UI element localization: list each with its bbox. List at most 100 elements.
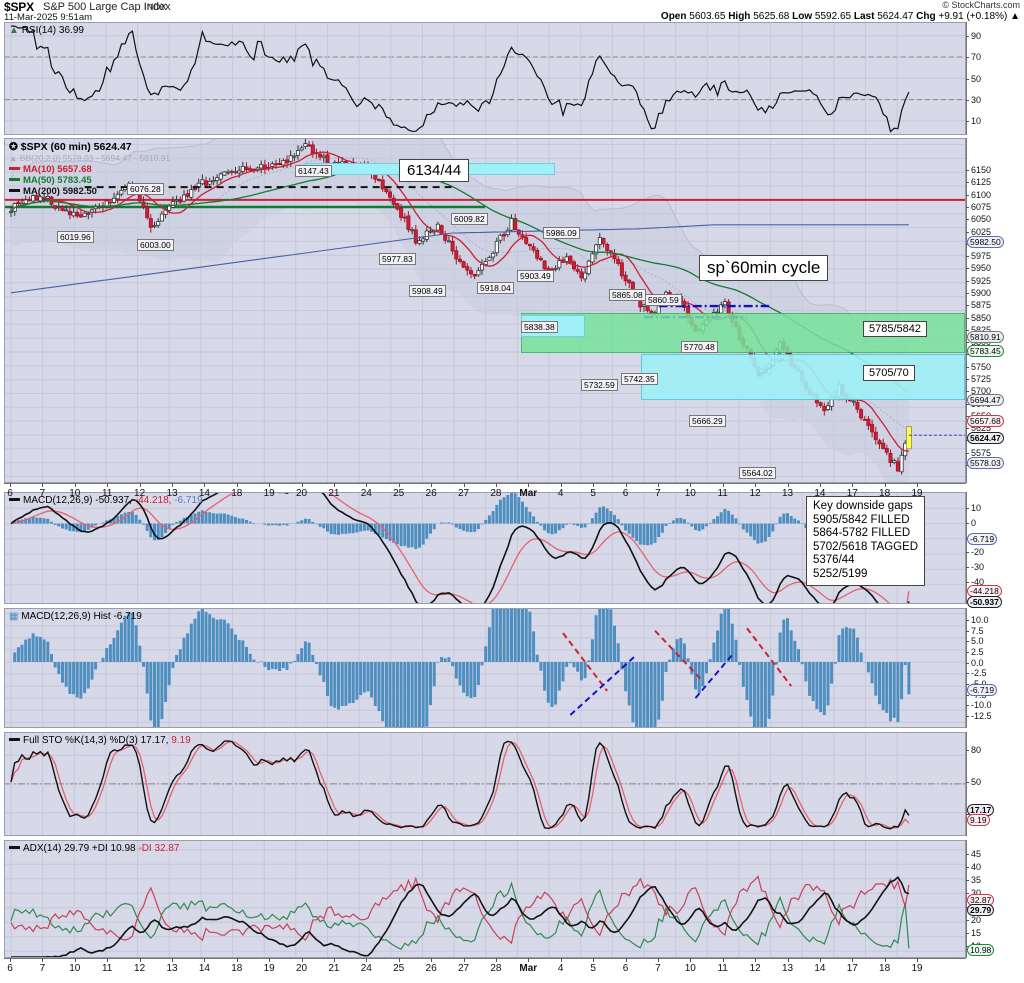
x-axis-tick-label: 19 bbox=[263, 488, 275, 499]
x-axis-top: 6 7 10 11 12 13 14 18 19 20 21 24 25 26 27 28 Mar 4 5 6 7 10 1… bbox=[4, 483, 966, 499]
x-axis-tick-label: 14 bbox=[814, 488, 826, 499]
axis-tick-label: 70 bbox=[971, 52, 982, 63]
x-axis-tick-label: 12 bbox=[134, 488, 146, 499]
axis-value-pill: 29.79 bbox=[967, 904, 995, 916]
axis-tick-label: 5.0 bbox=[971, 636, 984, 647]
gaps-line: 5376/44 bbox=[813, 554, 855, 566]
price-datalabel: 5918.04 bbox=[477, 282, 514, 294]
histogram-icon: ▦ bbox=[9, 611, 19, 622]
price-datalabel: 5666.29 bbox=[689, 415, 726, 427]
x-axis-tick-label: 10 bbox=[69, 963, 81, 974]
axis-tick-label: 5975 bbox=[971, 251, 992, 261]
axis-tick-label: 0 bbox=[971, 517, 977, 528]
price-datalabel: 6019.96 bbox=[57, 231, 94, 243]
x-axis-tick-label: 11 bbox=[717, 488, 728, 499]
price-datalabel: 5903.49 bbox=[517, 270, 554, 282]
x-axis-tick-label: 7 bbox=[39, 963, 46, 974]
x-axis-tick-label: 5 bbox=[590, 963, 596, 974]
price-legend-ma50: MA(50) 5783.45 bbox=[9, 175, 92, 186]
high-value: 5625.68 bbox=[753, 11, 790, 22]
price-legend-ma10-text: MA(10) 5657.68 bbox=[23, 164, 92, 175]
price-legend-ma200-text: MA(200) 5982.50 bbox=[23, 186, 97, 197]
macd-legend-signal: -44.218, bbox=[134, 495, 172, 506]
ma10-swatch-icon bbox=[9, 166, 20, 170]
price-datalabel: 5742.35 bbox=[621, 373, 658, 385]
rsi-panel: ▲ RSI(14) 36.99 bbox=[4, 22, 966, 135]
macd-hist-legend: ▦ MACD(12,26,9) Hist -6.719 bbox=[9, 611, 142, 622]
axis-tick-label: 50 bbox=[971, 777, 982, 787]
axis-tick-label: 5750 bbox=[971, 361, 992, 372]
x-axis-tick-label: 24 bbox=[360, 963, 372, 974]
macd-swatch-icon bbox=[9, 497, 20, 501]
x-axis-tick-label: 28 bbox=[490, 963, 502, 974]
axis-tick-label: 20 bbox=[971, 914, 982, 925]
chg-value: +9.91 (+0.18%) ▲ bbox=[938, 11, 1020, 22]
x-axis-tick-label: 6 bbox=[7, 488, 13, 499]
x-axis-tick-label: 10 bbox=[684, 488, 696, 499]
rsi-plot bbox=[5, 23, 965, 134]
axis-value-pill: 5810.91 bbox=[967, 331, 1004, 343]
axis-tick-label: 10 bbox=[971, 116, 982, 126]
axis-tick-label: 7.5 bbox=[971, 625, 984, 636]
stoch-legend-main: Full STO %K(14,3) %D(3) 17.17, bbox=[23, 735, 169, 746]
x-axis-tick-label: 10 bbox=[69, 488, 81, 499]
gaps-line: 5905/5842 FILLED bbox=[813, 513, 910, 526]
stoch-legend-d: 9.19 bbox=[171, 735, 191, 746]
axis-value-pill: 5694.47 bbox=[967, 394, 1004, 406]
price-datalabel: 5865.08 bbox=[609, 289, 646, 301]
axis-tick-label: -20 bbox=[971, 547, 985, 558]
gaps-title: Key downside gaps bbox=[813, 500, 913, 512]
adx-legend-ndi: -DI 32.87 bbox=[138, 843, 180, 854]
macd-panel: MACD(12,26,9) -50.937, -44.218, -6.719 bbox=[4, 492, 966, 604]
price-legend-ma200: MA(200) 5982.50 bbox=[9, 186, 97, 197]
axis-tick-label: 35 bbox=[971, 875, 982, 886]
x-axis-tick-label: 10 bbox=[684, 963, 696, 974]
price-datalabel: 5908.49 bbox=[409, 285, 446, 297]
axis-tick-label: 5900 bbox=[971, 287, 992, 298]
chart-header: $SPX S&P 500 Large Cap Index INDX 11-Mar… bbox=[0, 0, 1024, 23]
macd-legend: MACD(12,26,9) -50.937, -44.218, -6.719 bbox=[9, 495, 203, 506]
high-label: High bbox=[728, 11, 751, 22]
symbol-description: S&P 500 Large Cap Index bbox=[43, 1, 171, 13]
axis-tick-label: 5725 bbox=[971, 374, 992, 384]
x-axis-tick-label: 24 bbox=[360, 488, 372, 499]
adx-svg bbox=[5, 841, 965, 957]
price-legend-ma10: MA(10) 5657.68 bbox=[9, 164, 92, 175]
x-axis-tick-label: 18 bbox=[231, 963, 243, 974]
x-axis-tick-label: 25 bbox=[393, 963, 405, 974]
axis-tick-label: -10.0 bbox=[971, 700, 992, 711]
x-axis-tick-label: 17 bbox=[846, 963, 858, 974]
bb-icon: ▲ bbox=[9, 153, 18, 163]
axis-tick-label: 40 bbox=[971, 862, 982, 873]
price-legend-main-text: $SPX (60 min) 5624.47 bbox=[20, 141, 132, 153]
gaps-line: 5864-5782 FILLED bbox=[813, 527, 911, 539]
adx-plot bbox=[5, 841, 965, 957]
axis-tick-label: -12.5 bbox=[971, 711, 992, 721]
price-legend-bb-text: BB(20,2.0) 5578.03 - 5694.47 - 5810.91 bbox=[19, 153, 171, 163]
candlestick-icon: ✪ bbox=[9, 141, 18, 153]
rsi-legend: ▲ RSI(14) 36.99 bbox=[9, 25, 84, 36]
x-axis-tick-label: 19 bbox=[263, 963, 275, 974]
axis-tick-label: 2.5 bbox=[971, 647, 984, 657]
axis-value-pill: 9.19 bbox=[967, 814, 990, 826]
callout-6134-44: 6134/44 bbox=[399, 159, 470, 182]
axis-tick-label: 5700 bbox=[971, 386, 992, 397]
symbol-ticker: $SPX bbox=[4, 0, 34, 14]
adx-panel: ADX(14) 29.79 +DI 10.98 -DI 32.87 bbox=[4, 840, 966, 958]
x-axis-tick-label: 6 bbox=[622, 963, 629, 974]
price-legend-ma50-text: MA(50) 5783.45 bbox=[23, 175, 92, 186]
price-datalabel: 6009.82 bbox=[451, 213, 488, 225]
axis-tick-label: 5825 bbox=[971, 324, 992, 335]
open-value: 5603.65 bbox=[689, 11, 726, 22]
axis-value-pill: -6.719 bbox=[967, 684, 998, 696]
adx-swatch-icon bbox=[9, 845, 20, 849]
axis-tick-label: -2.5 bbox=[971, 668, 987, 679]
axis-tick-label: 5925 bbox=[971, 275, 992, 286]
stoch-legend: Full STO %K(14,3) %D(3) 17.17, 9.19 bbox=[9, 735, 191, 746]
axis-tick-label: 45 bbox=[971, 849, 982, 859]
gaps-line: 5252/5199 bbox=[813, 567, 868, 580]
x-axis-tick-label: 19 bbox=[911, 488, 923, 499]
x-axis-tick-label: 11 bbox=[101, 963, 113, 974]
axis-tick-label: 6050 bbox=[971, 214, 992, 225]
